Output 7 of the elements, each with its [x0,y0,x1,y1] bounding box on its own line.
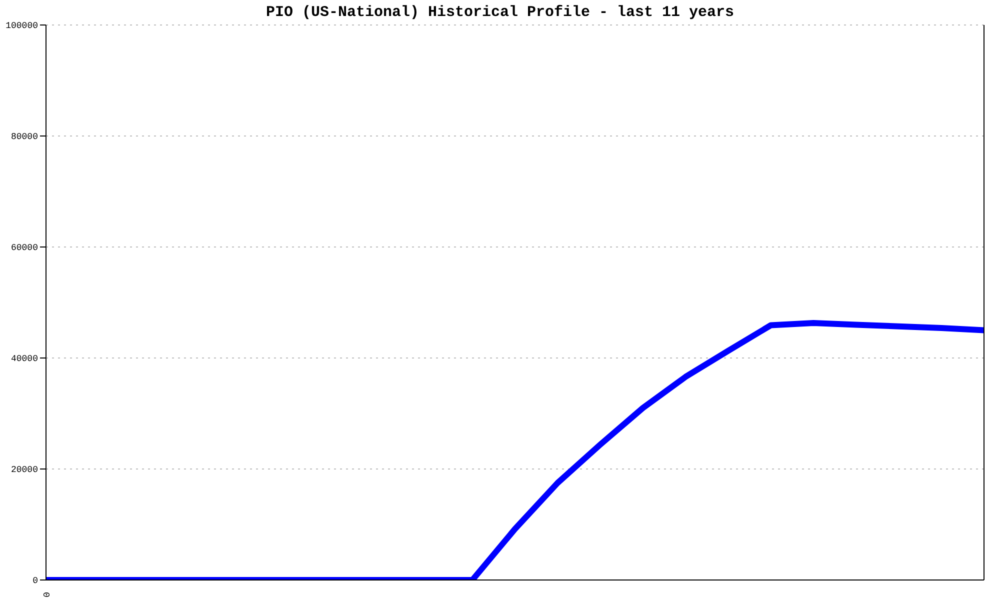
y-tick-label: 20000 [10,465,38,476]
y-tick-label: 80000 [10,132,38,142]
y-tick-label: 40000 [10,354,38,364]
y-tick-label: 0 [32,576,38,586]
chart-title: PIO (US-National) Historical Profile - last 11 years [264,4,736,21]
y-tick-label: 60000 [10,243,38,254]
y-tick-label: 100000 [6,21,38,32]
